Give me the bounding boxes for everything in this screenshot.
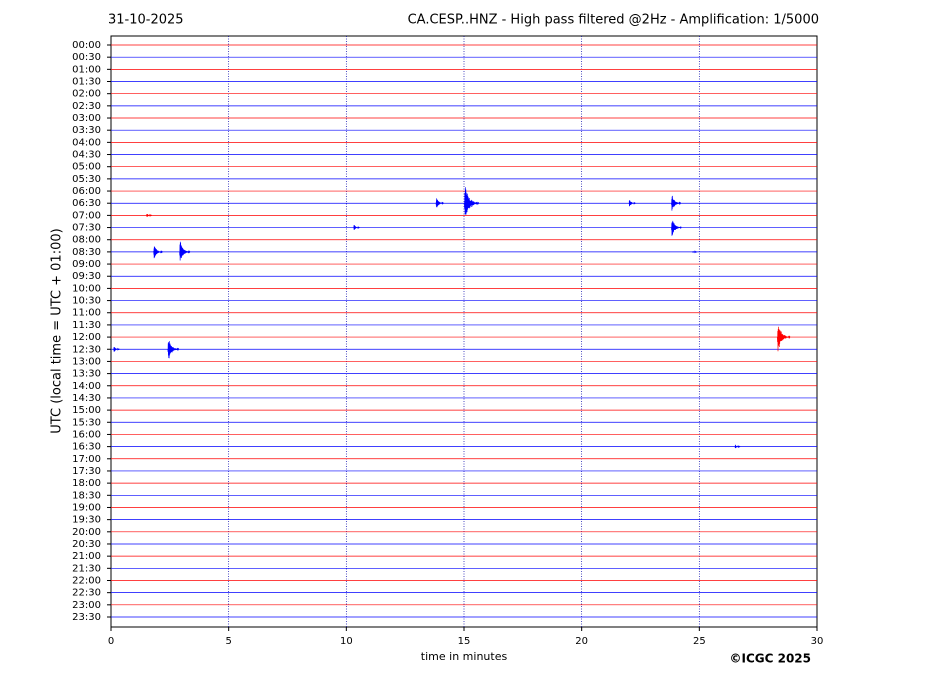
x-tick-label: 20 [575, 636, 588, 647]
seismic-event [167, 341, 180, 359]
copyright: ©ICGC 2025 [729, 652, 811, 666]
x-tick-label: 0 [108, 636, 114, 647]
y-tick-label: 08:00 [72, 235, 101, 246]
y-tick-label: 12:30 [72, 344, 101, 355]
seismic-event [692, 250, 698, 254]
y-tick-label: 11:00 [72, 308, 101, 319]
seismic-event [435, 198, 444, 208]
y-tick-label: 08:30 [72, 247, 101, 258]
y-tick-label: 19:00 [72, 502, 101, 513]
y-tick-label: 16:30 [72, 442, 101, 453]
y-tick-label: 19:30 [72, 515, 101, 526]
y-tick-label: 07:00 [72, 210, 101, 221]
y-tick-label: 17:30 [72, 466, 101, 477]
y-tick-label: 09:30 [72, 271, 101, 282]
seismic-event [671, 220, 682, 236]
y-tick-label: 00:30 [72, 52, 101, 63]
y-tick-label: 01:00 [72, 64, 101, 75]
y-tick-label: 17:00 [72, 454, 101, 465]
y-tick-label: 14:30 [72, 393, 101, 404]
y-tick-label: 20:30 [72, 539, 101, 550]
y-tick-label: 06:30 [72, 198, 101, 209]
x-tick-label: 10 [340, 636, 353, 647]
seismic-event [470, 200, 478, 208]
y-tick-label: 02:00 [72, 89, 101, 100]
y-tick-label: 11:30 [72, 320, 101, 331]
x-axis-label: time in minutes [421, 650, 508, 663]
y-tick-label: 05:00 [72, 162, 101, 173]
y-tick-label: 02:30 [72, 101, 101, 112]
y-tick-label: 10:00 [72, 283, 101, 294]
y-tick-label: 03:00 [72, 113, 101, 124]
y-tick-label: 20:00 [72, 527, 101, 538]
seismic-event [777, 326, 791, 352]
y-tick-label: 01:30 [72, 77, 101, 88]
y-tick-label: 05:30 [72, 174, 101, 185]
seismic-event [628, 200, 636, 207]
y-tick-label: 10:30 [72, 296, 101, 307]
x-tick-label: 25 [693, 636, 706, 647]
seismic-event [353, 224, 360, 230]
x-tick-label: 5 [225, 636, 231, 647]
y-tick-label: 22:00 [72, 575, 101, 586]
y-tick-label: 23:00 [72, 600, 101, 611]
y-tick-label: 07:30 [72, 223, 101, 234]
y-tick-label: 23:30 [72, 612, 101, 623]
y-tick-label: 13:30 [72, 369, 101, 380]
y-tick-label: 03:30 [72, 125, 101, 136]
y-tick-label: 04:30 [72, 150, 101, 161]
y-tick-label: 18:00 [72, 478, 101, 489]
y-tick-label: 14:00 [72, 381, 101, 392]
seismic-event [734, 444, 741, 449]
seismic-event [179, 241, 191, 261]
seismic-event [146, 213, 153, 217]
seismic-event [113, 346, 120, 352]
y-tick-label: 21:00 [72, 551, 101, 562]
chart-title: CA.CESP..HNZ - High pass filtered @2Hz -… [408, 13, 819, 28]
y-tick-label: 09:00 [72, 259, 101, 270]
y-tick-label: 15:30 [72, 417, 101, 428]
y-tick-label: 15:00 [72, 405, 101, 416]
y-axis-label: UTC (local time = UTC + 01:00) [50, 228, 65, 433]
x-tick-label: 30 [811, 636, 824, 647]
seismic-event [153, 246, 163, 259]
y-tick-label: 13:00 [72, 356, 101, 367]
y-tick-label: 00:00 [72, 40, 101, 51]
y-tick-label: 04:00 [72, 137, 101, 148]
y-tick-label: 22:30 [72, 588, 101, 599]
y-tick-label: 12:00 [72, 332, 101, 343]
y-tick-label: 16:00 [72, 429, 101, 440]
seismic-event [671, 195, 682, 211]
date: 31-10-2025 [108, 13, 184, 28]
y-tick-label: 06:00 [72, 186, 101, 197]
y-tick-label: 18:30 [72, 490, 101, 501]
x-tick-label: 15 [458, 636, 471, 647]
y-tick-label: 21:30 [72, 563, 101, 574]
